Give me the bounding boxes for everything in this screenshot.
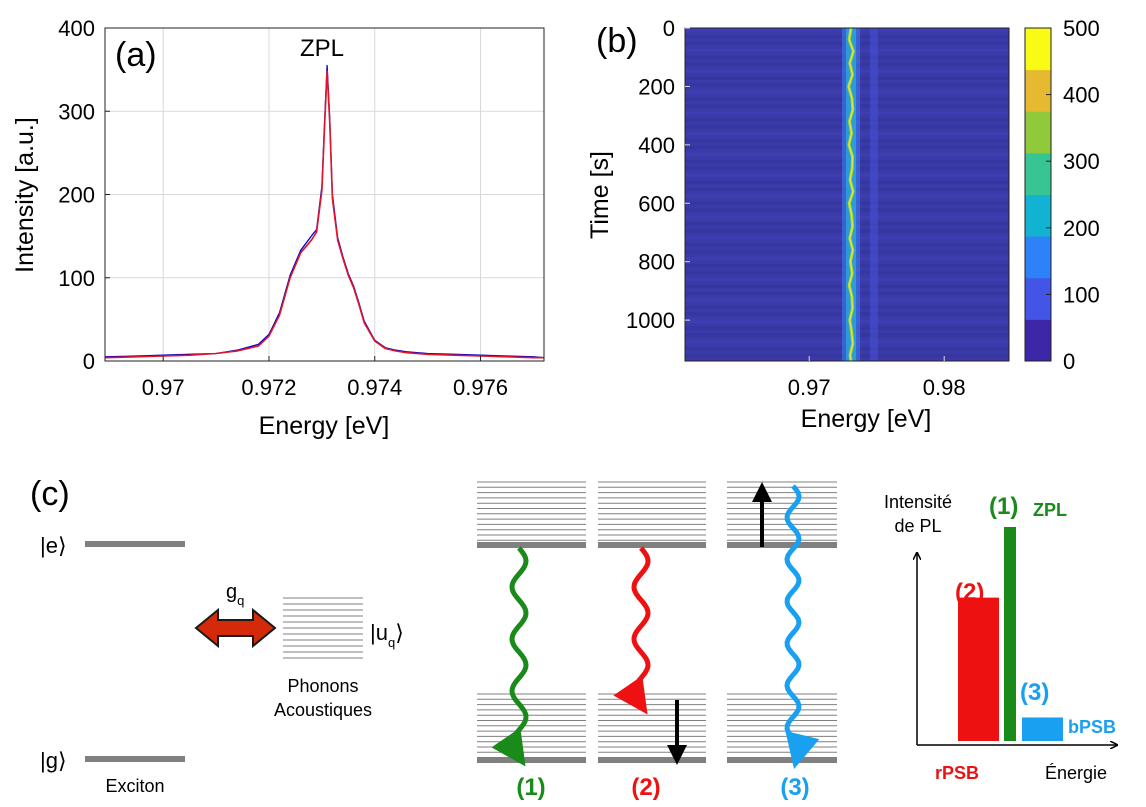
y-tick-label: 100 bbox=[58, 266, 95, 291]
panel-b-heatmap: 0.97 0.98 0 200 400 600 800 1000 0 100 200 300 400… bbox=[586, 16, 1100, 433]
bar-zpl-label: (1) bbox=[989, 493, 1018, 520]
lower-exciton-level bbox=[477, 757, 586, 763]
colorbar-segment bbox=[1025, 28, 1051, 71]
schematic-spectrum: Intensité de PL Énergie (1) ZPL (2) rPSB… bbox=[884, 492, 1117, 783]
bar-zpl-name: ZPL bbox=[1033, 500, 1067, 520]
panel-b-label: (b) bbox=[596, 22, 638, 60]
panel-a-series bbox=[105, 64, 544, 359]
bar-bpsb-label: (3) bbox=[1020, 679, 1049, 706]
process-2-arrow bbox=[613, 546, 651, 715]
panel-a-label: (a) bbox=[115, 36, 157, 74]
colorbar-tick-label: 300 bbox=[1063, 149, 1100, 174]
bar-bpsb bbox=[1022, 717, 1063, 741]
colorbar-segment bbox=[1025, 236, 1051, 279]
y-tick-label: 0 bbox=[663, 16, 675, 41]
bar-bpsb-name: bPSB bbox=[1068, 717, 1116, 737]
phonon-state-u: |u bbox=[370, 620, 388, 645]
coupling-g: g bbox=[226, 581, 237, 603]
panel-b-y-ticks: 0 200 400 600 800 1000 bbox=[626, 16, 690, 333]
panel-b-y-axis-label: Time [s] bbox=[586, 151, 614, 239]
bar-zpl bbox=[1004, 527, 1016, 741]
heatmap-peak-core bbox=[847, 27, 855, 362]
colorbar-segment bbox=[1025, 319, 1051, 362]
y-tick-label: 200 bbox=[58, 183, 95, 208]
coupling-label: gq bbox=[226, 581, 244, 608]
colorbar-tick-label: 0 bbox=[1063, 349, 1075, 374]
process-3-arrow bbox=[784, 484, 820, 770]
y-tick-label: 400 bbox=[58, 16, 95, 41]
phonon-bath-levels bbox=[283, 597, 363, 659]
bar-rpsb bbox=[958, 597, 999, 741]
colorbar-segment bbox=[1025, 69, 1051, 112]
phonon-state-label: |uq⟩ bbox=[370, 620, 404, 650]
panel-a-line-chart: 0.97 0.972 0.974 0.976 0 100 200 300 400 (a) ZP… bbox=[11, 16, 545, 440]
process-1-label: (1) bbox=[516, 774, 545, 801]
bar-rpsb-label: (2) bbox=[955, 579, 984, 606]
panel-a-y-ticks: 0 100 200 300 400 bbox=[58, 16, 110, 374]
upper-exciton-level bbox=[598, 542, 706, 548]
colorbar-tick-label: 200 bbox=[1063, 216, 1100, 241]
panel-a-y-axis-label: Intensity [a.u.] bbox=[11, 117, 39, 273]
zpl-annotation: ZPL bbox=[300, 35, 344, 62]
panel-b-x-ticks: 0.97 0.98 bbox=[788, 356, 966, 400]
panel-b-x-axis-label: Energy [eV] bbox=[801, 405, 932, 433]
colorbar-segment bbox=[1025, 111, 1051, 154]
bar-rpsb-name: rPSB bbox=[935, 763, 979, 783]
process-2-label: (2) bbox=[631, 774, 660, 801]
level-e-line bbox=[85, 541, 185, 547]
colorbar-segment bbox=[1025, 194, 1051, 237]
colorbar-tick-label: 500 bbox=[1063, 16, 1100, 41]
x-tick-label: 0.974 bbox=[347, 375, 402, 400]
colorbar: 0 100 200 300 400 500 bbox=[1024, 16, 1100, 374]
y-tick-label: 0 bbox=[83, 349, 95, 374]
x-tick-label: 0.976 bbox=[453, 375, 508, 400]
colorbar-segment bbox=[1025, 277, 1051, 320]
process-3-label: (3) bbox=[780, 774, 809, 801]
exciton-label: Exciton bbox=[105, 776, 164, 796]
spectrum-y-label-line1: Intensité bbox=[884, 492, 952, 512]
colorbar-frame bbox=[1024, 27, 1052, 362]
phonon-state-close: ⟩ bbox=[395, 620, 404, 645]
y-tick-label: 800 bbox=[638, 250, 675, 275]
lower-exciton-level bbox=[727, 757, 837, 763]
level-e-label: |e⟩ bbox=[40, 533, 67, 558]
x-tick-label: 0.97 bbox=[142, 375, 185, 400]
level-g-line bbox=[85, 756, 185, 762]
level-g-label: |g⟩ bbox=[40, 748, 67, 773]
coupling-double-arrow bbox=[194, 607, 277, 649]
y-tick-label: 300 bbox=[58, 99, 95, 124]
upper-exciton-level bbox=[727, 542, 837, 548]
y-tick-label: 200 bbox=[638, 74, 675, 99]
y-tick-label: 1000 bbox=[626, 308, 675, 333]
colorbar-tick-label: 400 bbox=[1063, 83, 1100, 108]
colorbar-tick-label: 100 bbox=[1063, 282, 1100, 307]
y-tick-label: 600 bbox=[638, 191, 675, 216]
panel-a-x-axis-label: Energy [eV] bbox=[259, 412, 390, 440]
process-ladders bbox=[477, 481, 837, 763]
lower-exciton-level bbox=[598, 757, 706, 763]
panel-a-x-ticks: 0.97 0.972 0.974 0.976 bbox=[142, 356, 508, 400]
coupling-subscript: q bbox=[237, 593, 244, 608]
x-tick-label: 0.98 bbox=[923, 375, 966, 400]
phonon-state-subscript: q bbox=[388, 635, 395, 650]
upper-exciton-level bbox=[477, 542, 586, 548]
x-tick-label: 0.97 bbox=[788, 375, 831, 400]
spectrum-x-label: Énergie bbox=[1045, 763, 1107, 783]
x-tick-label: 0.972 bbox=[241, 375, 296, 400]
panel-c-label: (c) bbox=[30, 475, 70, 513]
y-tick-label: 400 bbox=[638, 133, 675, 158]
spectrum-y-label-line2: de PL bbox=[894, 516, 941, 536]
heatmap-faint-line bbox=[870, 28, 878, 361]
phonons-label-line2: Acoustiques bbox=[274, 700, 372, 720]
phonons-label-line1: Phonons bbox=[287, 676, 358, 696]
colorbar-segment bbox=[1025, 152, 1051, 195]
process-1-arrow bbox=[491, 546, 529, 767]
panel-c-diagram: (c) |e⟩ |g⟩ Exciton gq |uq⟩ Phonons Acou… bbox=[30, 475, 1117, 801]
series-fit-line bbox=[105, 70, 544, 359]
panel-b-heatmap-image bbox=[685, 27, 1009, 362]
